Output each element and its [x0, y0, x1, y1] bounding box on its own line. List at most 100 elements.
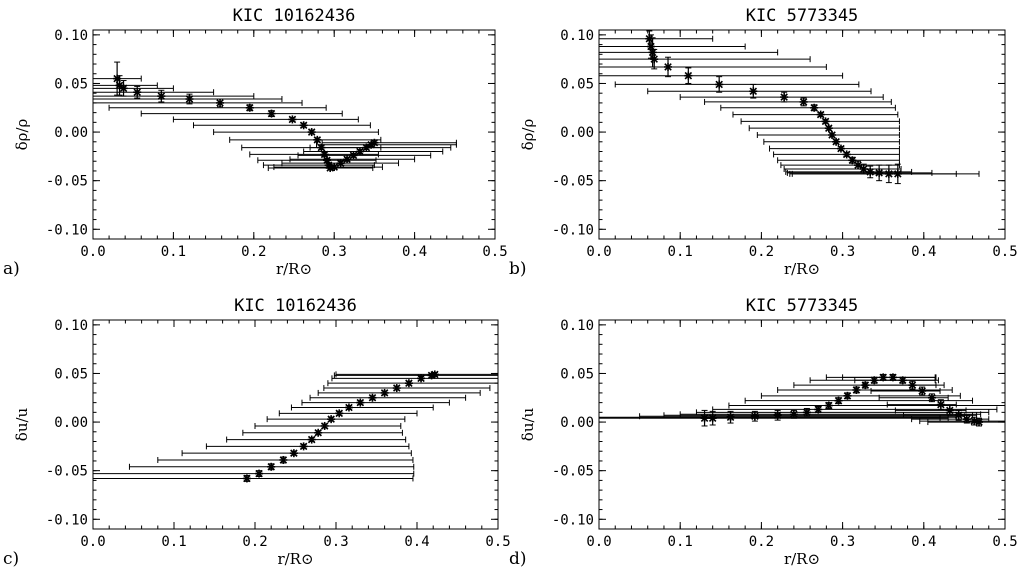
chart-panel: 0.0 0.1 0.2 0.3 0.4 0.5 -0.10 -0.05 0.00 0.05 0.10… [3, 296, 511, 569]
marker-stroke [975, 418, 983, 426]
data-point [267, 109, 276, 118]
marker-stroke [417, 374, 425, 383]
marker-stroke [842, 150, 851, 159]
data-point [343, 155, 352, 164]
data-point [245, 103, 254, 112]
data-point [927, 393, 936, 402]
x-tick-label: 0.5 [992, 534, 1017, 550]
data-point [843, 391, 852, 400]
x-tick-label: 0.4 [404, 534, 429, 550]
marker-stroke [335, 409, 344, 418]
chart-title: KIC 5773345 [746, 296, 859, 316]
data-point [749, 87, 758, 96]
x-tick-label: 0.3 [322, 244, 347, 260]
marker-stroke [664, 63, 672, 71]
data-point [327, 415, 336, 424]
data-point [664, 62, 673, 71]
marker-stroke [749, 87, 758, 96]
y-tick-label: 0.00 [54, 415, 88, 431]
data-point [307, 128, 316, 137]
marker-stroke [854, 161, 862, 169]
x-tick-label: 0.2 [749, 244, 774, 260]
data-point [427, 371, 436, 380]
marker-stroke [889, 373, 897, 382]
marker-stroke [803, 408, 811, 417]
y-tick-label: 0.05 [54, 366, 88, 382]
x-tick-label: 0.0 [80, 244, 105, 260]
x-tick-label: 0.5 [482, 244, 507, 260]
y-axis-label: δu/u [13, 407, 31, 441]
marker-stroke [780, 93, 788, 101]
y-tick-label: 0.00 [560, 125, 594, 141]
marker-stroke [937, 400, 945, 409]
data-point [355, 147, 364, 156]
y-tick-label: 0.05 [54, 76, 88, 92]
data-point [854, 161, 863, 170]
data-point [945, 406, 954, 415]
data-point [821, 117, 830, 126]
data-point [852, 385, 861, 394]
x-tick-label: 0.1 [161, 534, 186, 550]
marker-stroke [320, 150, 329, 159]
data-point [893, 169, 902, 178]
y-tick-label: 0.10 [54, 318, 88, 334]
data-point [842, 150, 851, 159]
marker-stroke [267, 463, 275, 471]
data-point [368, 393, 377, 402]
marker-stroke [299, 442, 308, 451]
series-data [599, 30, 980, 185]
data-point [936, 400, 945, 409]
x-tick-label: 0.3 [830, 244, 855, 260]
marker-stroke [307, 128, 316, 136]
data-point [848, 156, 857, 165]
marker-stroke [799, 98, 808, 106]
x-tick-label: 0.5 [992, 244, 1017, 260]
plot-frame [92, 29, 496, 240]
data-point [380, 388, 389, 397]
marker-stroke [370, 138, 379, 147]
marker-stroke [323, 156, 331, 165]
marker-stroke [314, 428, 322, 437]
marker-stroke [894, 170, 902, 178]
data-point [824, 401, 833, 410]
data-point [307, 435, 316, 444]
marker-stroke [875, 169, 883, 177]
marker-stroke [843, 392, 852, 400]
data-point [133, 88, 142, 97]
marker-stroke [119, 84, 128, 93]
x-tick-label: 0.3 [323, 534, 348, 550]
data-point [918, 386, 927, 395]
marker-stroke [832, 138, 840, 146]
marker-stroke [356, 398, 365, 407]
data-point [289, 449, 298, 458]
y-tick-label: 0.05 [560, 76, 594, 92]
data-point [299, 442, 308, 451]
marker-stroke [928, 394, 936, 402]
x-axis-label: r/R⊙ [277, 550, 313, 568]
y-tick-label: 0.10 [54, 28, 88, 44]
data-point [650, 55, 659, 64]
data-point [430, 370, 439, 379]
marker-stroke [954, 411, 963, 420]
data-point [392, 384, 401, 393]
data-point [288, 115, 297, 124]
x-tick-label: 0.4 [402, 244, 427, 260]
data-point [715, 80, 724, 89]
data-point [898, 376, 907, 385]
marker-stroke [715, 80, 723, 89]
marker-stroke [392, 384, 401, 392]
marker-stroke [898, 376, 907, 385]
marker-stroke [279, 456, 288, 464]
marker-stroke [336, 159, 345, 167]
y-tick-label: -0.05 [46, 464, 88, 480]
x-tick-label: 0.2 [241, 244, 266, 260]
marker-stroke [918, 387, 926, 395]
data-point [834, 396, 843, 405]
marker-stroke [157, 92, 166, 100]
data-point [816, 110, 825, 119]
data-point [299, 121, 308, 130]
data-point [799, 97, 808, 106]
data-point [356, 398, 365, 407]
data-point [349, 151, 358, 160]
chart-title: KIC 10162436 [233, 6, 356, 26]
